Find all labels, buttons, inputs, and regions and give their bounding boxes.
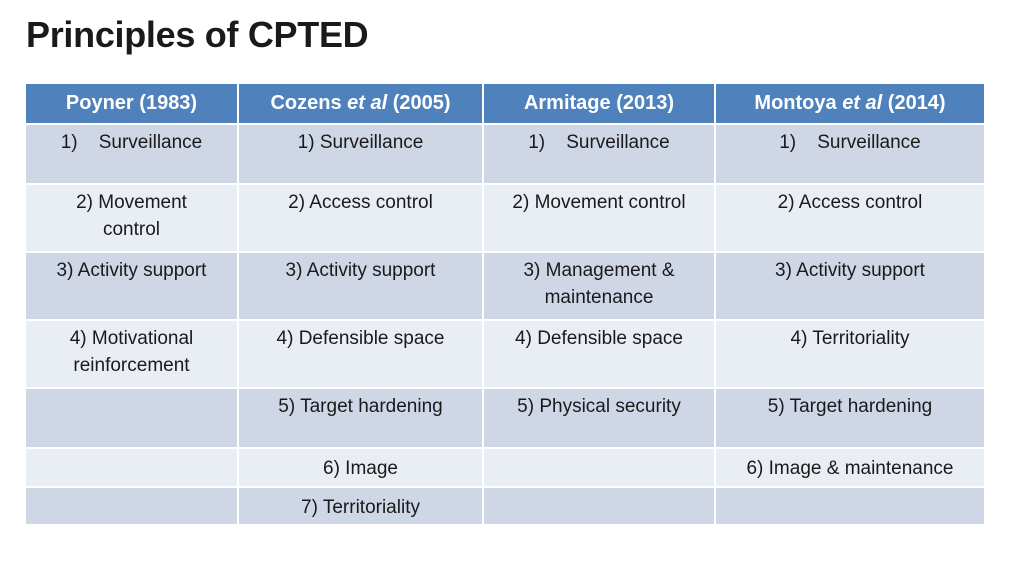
table-row: 5) Target hardening 5) Physical security… [24,387,986,449]
header-armitage: Armitage (2013) [482,82,716,125]
header-year: (2013) [616,92,675,114]
table-row: 4) Motivational reinforcement 4) Defensi… [24,319,986,389]
table-cell: 7) Territoriality [237,486,484,526]
table-cell: 3) Activity support [24,251,239,321]
table-cell: 4) Motivational reinforcement [24,319,239,389]
table-cell: 1) Surveillance [24,123,239,185]
table-cell [714,486,986,526]
table-cell: 1) Surveillance [237,123,484,185]
table-cell: 4) Defensible space [237,319,484,389]
header-cozens: Cozens et al (2005) [237,82,484,125]
table-cell: 4) Territoriality [714,319,986,389]
table-cell [482,486,716,526]
table-row: 3) Activity support 3) Activity support … [24,251,986,321]
table-header-row: Poyner (1983) Cozens et al (2005) Armita… [24,82,986,125]
header-etal: et al [842,92,883,114]
table-row: 7) Territoriality [24,486,986,526]
header-etal: et al [347,92,388,114]
cpted-principles-table: Poyner (1983) Cozens et al (2005) Armita… [24,82,986,526]
table-cell: 2) Movement control [482,183,716,253]
table-cell: 5) Physical security [482,387,716,449]
header-poyner: Poyner (1983) [24,82,239,125]
table-cell: 1) Surveillance [714,123,986,185]
header-author: Armitage [523,92,611,114]
table-cell: 6) Image & maintenance [714,447,986,488]
table-cell: 5) Target hardening [714,387,986,449]
table-row: 2) Movement control 2) Access control 2)… [24,183,986,253]
table-cell [24,387,239,449]
table-cell: 4) Defensible space [482,319,716,389]
slide-title: Principles of CPTED [26,14,369,55]
table-row: 1) Surveillance 1) Surveillance 1) Surve… [24,123,986,185]
table-cell: 2) Access control [237,183,484,253]
header-montoya: Montoya et al (2014) [714,82,986,125]
header-author: Cozens [270,92,342,114]
table-cell: 3) Activity support [714,251,986,321]
table-cell: 6) Image [237,447,484,488]
table-cell: 3) Management & maintenance [482,251,716,321]
table-row: 6) Image 6) Image & maintenance [24,447,986,488]
header-author: Montoya [754,92,837,114]
table-cell: 2) Access control [714,183,986,253]
header-year: (2014) [887,92,946,114]
table-cell: 1) Surveillance [482,123,716,185]
table-cell: 2) Movement control [24,183,239,253]
table-cell [24,447,239,488]
table-cell [482,447,716,488]
header-year: (2005) [392,92,451,114]
table-cell: 3) Activity support [237,251,484,321]
header-author: Poyner [65,92,134,114]
header-year: (1983) [139,92,198,114]
table-cell: 5) Target hardening [237,387,484,449]
table-cell [24,486,239,526]
